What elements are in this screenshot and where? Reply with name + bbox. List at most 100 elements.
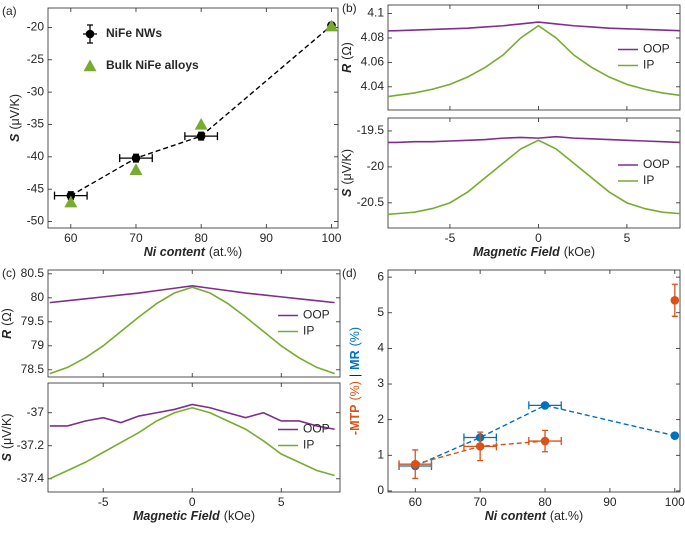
panel-label: (b) (342, 1, 357, 15)
legend-marker (83, 59, 97, 72)
panel-label: (c) (2, 266, 16, 280)
ylabel-part: (%) (348, 327, 362, 346)
x-tick-label: 0 (535, 231, 542, 245)
y-tick-label: -30 (27, 84, 45, 98)
legend-label: IP (303, 438, 314, 452)
y-tick-label: 1 (377, 447, 384, 461)
y-tick-label: 4.06 (361, 55, 385, 69)
xlabel-part: Ni content (485, 509, 547, 523)
x-tick-label: 60 (64, 231, 78, 245)
series-line (49, 406, 335, 480)
legend-label: Bulk NiFe alloys (106, 58, 199, 72)
x-tick-label: 70 (473, 495, 487, 509)
panel-label: (d) (342, 266, 357, 280)
marker (64, 195, 78, 208)
panel: -5 0 5 -20.5 -20 -19.5 Magnetic Field (kOe) S (μV… (340, 117, 681, 259)
y-tick-label: -37.2 (17, 438, 45, 452)
series-line (388, 21, 680, 32)
marker (129, 163, 143, 175)
ylabel: S (μV/K) (0, 413, 14, 461)
ylabel-part: (Ω) (340, 42, 354, 60)
x-tick-label: 80 (538, 495, 552, 509)
xlabel-part: (at.%) (550, 509, 583, 523)
x-tick-label: -5 (98, 495, 109, 509)
marker (670, 295, 680, 305)
series-line (388, 135, 680, 144)
ylabel-part: (Ω) (0, 308, 14, 326)
x-tick-label: 90 (603, 495, 617, 509)
y-tick-label: -20.5 (357, 195, 385, 209)
y-tick-label: 4 (377, 341, 384, 355)
ylabel-part: | (348, 374, 362, 377)
y-tick-label: 79.5 (21, 314, 45, 328)
plot-frame (387, 4, 681, 111)
x-tick-label: 0 (189, 495, 196, 509)
ylabel-part: (μV/K) (0, 413, 14, 449)
legend-label: OOP (303, 422, 330, 436)
marker (131, 153, 141, 163)
series-line (388, 139, 680, 216)
plot-frame (387, 117, 681, 229)
y-tick-label: -19.5 (357, 123, 385, 137)
panel: -5 0 5 -37.4 -37.2 -37 Magnetic Field (kOe) S (μV… (0, 382, 341, 523)
xlabel-part: (kOe) (564, 245, 595, 259)
x-tick-label: -5 (445, 231, 456, 245)
y-tick-label: 3 (377, 376, 384, 390)
marker (324, 19, 338, 32)
marker (670, 431, 680, 440)
y-tick-label: 2 (377, 412, 384, 426)
x-tick-label: 5 (278, 495, 285, 509)
legend-label: OOP (303, 308, 330, 322)
x-tick-label: 60 (409, 495, 423, 509)
y-tick-label: -45 (27, 181, 45, 195)
plot-frame (47, 382, 341, 493)
y-tick-label: -25 (27, 52, 45, 66)
ylabel-part: S (340, 188, 354, 197)
legend-label: IP (303, 324, 314, 338)
ylabel-part: (%) (348, 381, 362, 400)
panel: 4.04 4.06 4.08 4.1 (b) R (Ω) OOP IP (340, 1, 681, 111)
series-line (49, 286, 335, 375)
xlabel-part: (at.%) (209, 245, 242, 259)
xlabel-part: (kOe) (224, 509, 255, 523)
marker (194, 117, 208, 130)
x-tick-label: 70 (129, 231, 143, 245)
xlabel: Magnetic Field (kOe) (133, 509, 255, 523)
y-tick-label: 6 (377, 269, 384, 283)
y-tick-label: 0 (377, 483, 384, 497)
y-tick-label: 4.1 (367, 6, 384, 20)
ylabel: -MTP (%) | MR (%) (348, 327, 362, 435)
xlabel: Ni content (at.%) (485, 509, 583, 523)
legend-label: OOP (643, 42, 670, 56)
legend-label: IP (643, 173, 654, 187)
y-tick-label: 80 (31, 290, 45, 304)
y-tick-label: 5 (377, 305, 384, 319)
xlabel: Ni content (at.%) (144, 245, 242, 259)
y-tick-label: -50 (27, 214, 45, 228)
y-tick-label: -35 (27, 117, 45, 131)
marker (196, 131, 206, 141)
ylabel: R (Ω) (340, 42, 354, 73)
y-tick-label: 4.04 (361, 79, 385, 93)
plot-frame (47, 7, 339, 229)
y-tick-label: -37.4 (17, 471, 45, 485)
x-tick-label: 5 (624, 231, 631, 245)
ylabel-part: (μV/K) (340, 149, 354, 185)
legend-label: NiFe NWs (106, 26, 162, 40)
ylabel: S (μV/K) (8, 94, 22, 142)
marker (540, 401, 550, 410)
ylabel-part: R (340, 64, 354, 73)
y-tick-label: -37 (27, 405, 45, 419)
xlabel-part: Ni content (144, 245, 206, 259)
y-tick-label: 78.5 (21, 362, 45, 376)
ylabel: S (μV/K) (340, 149, 354, 197)
y-tick-label: 80.5 (21, 266, 45, 280)
y-tick-label: 79 (31, 338, 45, 352)
series-line (414, 404, 675, 467)
xlabel-part: Magnetic Field (473, 245, 560, 259)
ylabel-part: MR (348, 350, 362, 369)
ylabel-part: S (0, 453, 14, 462)
series-line (388, 24, 680, 98)
legend-marker (85, 29, 95, 39)
